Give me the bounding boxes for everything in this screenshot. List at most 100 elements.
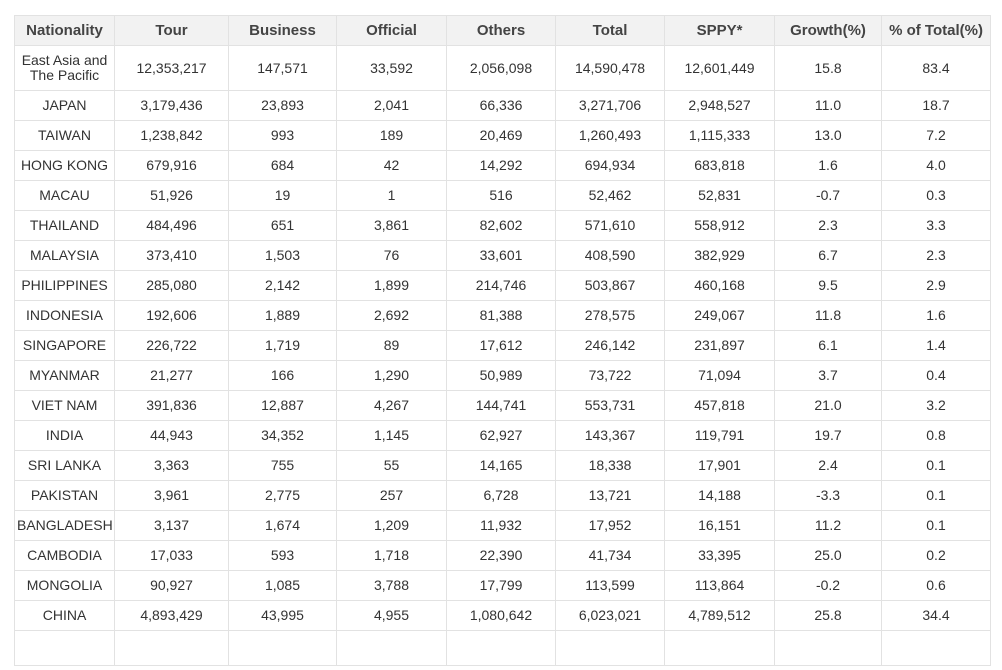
table-cell: 192,606: [114, 300, 229, 331]
table-cell: 89: [336, 330, 447, 361]
table-cell: 231,897: [664, 330, 775, 361]
table-cell: 11.8: [774, 300, 882, 331]
table-cell: 83.4: [881, 45, 991, 91]
table-cell: 25.8: [774, 600, 882, 631]
table-cell: 3.7: [774, 360, 882, 391]
table-cell: 460,168: [664, 270, 775, 301]
table-cell: 2.4: [774, 450, 882, 481]
table-cell: 593: [228, 540, 337, 571]
table-cell: 1,899: [336, 270, 447, 301]
column-header: Nationality: [14, 15, 115, 46]
table-cell: 571,610: [555, 210, 665, 241]
table-cell: 90,927: [114, 570, 229, 601]
table-cell: 34,352: [228, 420, 337, 451]
table-cell: 0.4: [881, 360, 991, 391]
table-cell: 166: [228, 360, 337, 391]
row-label: VIET NAM: [14, 390, 115, 421]
table-cell: 33,601: [446, 240, 556, 271]
table-cell: 3,363: [114, 450, 229, 481]
row-label: INDONESIA: [14, 300, 115, 331]
row-label: PAKISTAN: [14, 480, 115, 511]
table-cell: 3,961: [114, 480, 229, 511]
table-cell: 679,916: [114, 150, 229, 181]
table-cell: 189: [336, 120, 447, 151]
table-cell: 2,056,098: [446, 45, 556, 91]
empty-cell: [228, 630, 337, 666]
table-cell: 119,791: [664, 420, 775, 451]
table-cell: 14,292: [446, 150, 556, 181]
table-cell: 52,462: [555, 180, 665, 211]
column-header: Official: [336, 15, 447, 46]
table-cell: -0.2: [774, 570, 882, 601]
table-row: MYANMAR 21,277 166 1,290 50,989 73,722 71,094 3…: [14, 360, 991, 391]
table-cell: 4,789,512: [664, 600, 775, 631]
table-cell: 147,571: [228, 45, 337, 91]
table-cell: 18.7: [881, 90, 991, 121]
table-cell: 13,721: [555, 480, 665, 511]
table-cell: 71,094: [664, 360, 775, 391]
table-cell: 33,592: [336, 45, 447, 91]
table-row: TAIWAN 1,238,842 993 189 20,469 1,260,493 1,11…: [14, 120, 991, 151]
table-cell: 42: [336, 150, 447, 181]
table-cell: 1,290: [336, 360, 447, 391]
table-cell: 1,080,642: [446, 600, 556, 631]
table-cell: 278,575: [555, 300, 665, 331]
table-cell: 18,338: [555, 450, 665, 481]
table-cell: 17,033: [114, 540, 229, 571]
table-row: PAKISTAN 3,961 2,775 257 6,728 13,721 14,188 -3…: [14, 480, 991, 511]
table-cell: 0.8: [881, 420, 991, 451]
table-cell: 4,267: [336, 390, 447, 421]
table-cell: 257: [336, 480, 447, 511]
table-cell: 249,067: [664, 300, 775, 331]
table-row: MALAYSIA 373,410 1,503 76 33,601 408,590 382,9…: [14, 240, 991, 271]
row-label: BANGLADESH: [14, 510, 115, 541]
table-cell: 14,165: [446, 450, 556, 481]
column-header: SPPY*: [664, 15, 775, 46]
table-cell: 0.1: [881, 450, 991, 481]
header-row: Nationality Tour Business Official Others Tot…: [14, 15, 991, 46]
table-row: MACAU 51,926 19 1 516 52,462 52,831 -0.7 0.3: [14, 180, 991, 211]
row-label: East Asia and The Pacific: [14, 45, 115, 91]
column-header: Total: [555, 15, 665, 46]
table-cell: 4,893,429: [114, 600, 229, 631]
table-cell: 17,901: [664, 450, 775, 481]
table-cell: 11.2: [774, 510, 882, 541]
table-row-partial: [14, 630, 991, 666]
table-cell: 373,410: [114, 240, 229, 271]
table-cell: 9.5: [774, 270, 882, 301]
table-row: THAILAND 484,496 651 3,861 82,602 571,610 558,…: [14, 210, 991, 241]
empty-cell: [664, 630, 775, 666]
table-cell: 1,719: [228, 330, 337, 361]
table-cell: 0.1: [881, 480, 991, 511]
table-cell: 55: [336, 450, 447, 481]
table-row: PHILIPPINES 285,080 2,142 1,899 214,746 503,8…: [14, 270, 991, 301]
table-cell: 0.3: [881, 180, 991, 211]
table-cell: 3,179,436: [114, 90, 229, 121]
row-label: MYANMAR: [14, 360, 115, 391]
empty-cell: [446, 630, 556, 666]
table-row: INDONESIA 192,606 1,889 2,692 81,388 278,575 2…: [14, 300, 991, 331]
table-cell: 44,943: [114, 420, 229, 451]
row-label: MACAU: [14, 180, 115, 211]
column-header: Others: [446, 15, 556, 46]
table-cell: 2,948,527: [664, 90, 775, 121]
table-cell: 1: [336, 180, 447, 211]
table-cell: 382,929: [664, 240, 775, 271]
empty-cell: [14, 630, 115, 666]
table-cell: 21.0: [774, 390, 882, 421]
table-cell: 14,590,478: [555, 45, 665, 91]
table-row: SRI LANKA 3,363 755 55 14,165 18,338 17,901 2.4…: [14, 450, 991, 481]
table-cell: 993: [228, 120, 337, 151]
table-cell: 503,867: [555, 270, 665, 301]
table-cell: 34.4: [881, 600, 991, 631]
table-cell: 694,934: [555, 150, 665, 181]
table-row: INDIA 44,943 34,352 1,145 62,927 143,367 119,7…: [14, 420, 991, 451]
table-cell: 17,612: [446, 330, 556, 361]
table-cell: 3,861: [336, 210, 447, 241]
column-header: Tour: [114, 15, 229, 46]
row-label: INDIA: [14, 420, 115, 451]
table-cell: 82,602: [446, 210, 556, 241]
table-cell: 6.7: [774, 240, 882, 271]
table-cell: 684: [228, 150, 337, 181]
